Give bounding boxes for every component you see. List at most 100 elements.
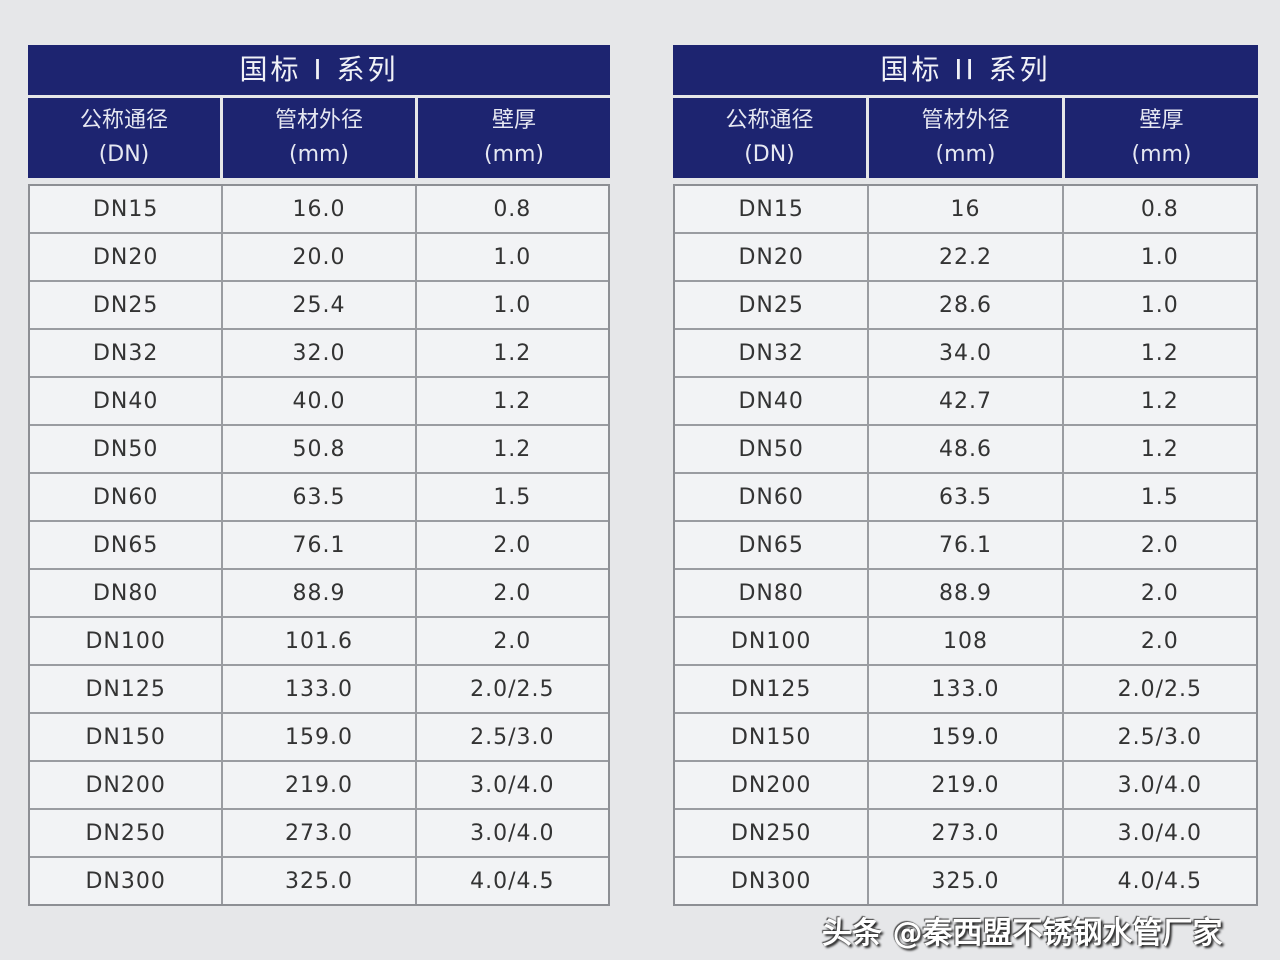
table-cell: 88.9	[223, 570, 417, 616]
header-unit: (DN)	[98, 142, 150, 167]
table-row: DN60 63.5 1.5	[30, 474, 608, 522]
table-cell: 4.0/4.5	[470, 868, 555, 894]
table-row: DN100 108 2.0	[675, 618, 1256, 666]
table-cell: 1.2	[1140, 388, 1179, 414]
table-cell: 1.0	[493, 292, 532, 318]
table-cell: 2.0	[493, 580, 532, 606]
table-cell: DN250	[30, 810, 224, 856]
table-row: DN80 88.9 2.0	[675, 570, 1256, 618]
table-row: DN200 219.0 3.0/4.0	[675, 762, 1256, 810]
table-row: DN300 325.0 4.0/4.5	[675, 858, 1256, 904]
table-cell: DN50	[30, 426, 224, 472]
table-row: DN65 76.1 2.0	[675, 522, 1256, 570]
column-header: 壁厚 (mm)	[1065, 98, 1258, 178]
table-cell: 16.0	[223, 186, 417, 232]
table-cell: 133.0	[869, 666, 1064, 712]
header-label: 壁厚	[1139, 108, 1184, 133]
table-cell: 101.6	[223, 618, 417, 664]
table-row: DN250 273.0 3.0/4.0	[30, 810, 608, 858]
table-row: DN80 88.9 2.0	[30, 570, 608, 618]
table-cell: 133.0	[223, 666, 417, 712]
table-cell: 3.0/4.0	[1117, 772, 1203, 798]
header-label: 管材外径	[274, 108, 363, 133]
header-unit: (mm)	[935, 142, 996, 167]
table-title: 国标 I 系列	[28, 45, 610, 98]
table-cell: 50.8	[223, 426, 417, 472]
table-cell: DN80	[675, 570, 870, 616]
table-row: DN32 34.0 1.2	[675, 330, 1256, 378]
table-cell: DN32	[30, 330, 224, 376]
table-cell: 1.2	[493, 340, 532, 366]
table-cell: DN200	[30, 762, 224, 808]
table-cell: 34.0	[869, 330, 1064, 376]
table-cell: DN300	[675, 858, 870, 904]
table-cell: 1.0	[1140, 292, 1179, 318]
table-title: 国标 II 系列	[673, 45, 1258, 98]
table-cell: DN125	[675, 666, 870, 712]
table-cell: 40.0	[223, 378, 417, 424]
table-cell: 2.0	[1140, 532, 1179, 558]
table-row: DN125 133.0 2.0/2.5	[675, 666, 1256, 714]
table-row: DN150 159.0 2.5/3.0	[30, 714, 608, 762]
column-header: 公称通径 (DN)	[673, 98, 866, 178]
table-row: DN32 32.0 1.2	[30, 330, 608, 378]
table-cell: DN65	[30, 522, 224, 568]
table-cell: DN300	[30, 858, 224, 904]
table-cell: 1.5	[493, 484, 532, 510]
table-cell: 2.5/3.0	[1117, 724, 1203, 750]
table-cell: DN32	[675, 330, 870, 376]
table-cell: 2.0	[1140, 580, 1179, 606]
table-row: DN300 325.0 4.0/4.5	[30, 858, 608, 904]
table-cell: 325.0	[223, 858, 417, 904]
table-cell: DN25	[675, 282, 870, 328]
table-cell: 25.4	[223, 282, 417, 328]
column-header: 管材外径 (mm)	[869, 98, 1062, 178]
table-row: DN40 40.0 1.2	[30, 378, 608, 426]
table-cell: 22.2	[869, 234, 1064, 280]
table-cell: 273.0	[869, 810, 1064, 856]
table-row: DN20 22.2 1.0	[675, 234, 1256, 282]
table-cell: 2.5/3.0	[470, 724, 555, 750]
header-label: 管材外径	[921, 108, 1010, 133]
table-row: DN40 42.7 1.2	[675, 378, 1256, 426]
table-cell: DN50	[675, 426, 870, 472]
table-cell: DN20	[30, 234, 224, 280]
header-unit: (mm)	[288, 142, 350, 167]
table-cell: DN200	[675, 762, 870, 808]
table-cell: 1.2	[493, 388, 532, 414]
table-cell: 48.6	[869, 426, 1064, 472]
table-cell: DN150	[675, 714, 870, 760]
table-cell: DN80	[30, 570, 224, 616]
table-cell: 28.6	[869, 282, 1064, 328]
table-cell: DN60	[675, 474, 870, 520]
table-cell: 76.1	[869, 522, 1064, 568]
table-cell: 63.5	[223, 474, 417, 520]
table-cell: 273.0	[223, 810, 417, 856]
table-cell: DN15	[30, 186, 224, 232]
table-cell: 2.0	[493, 628, 532, 654]
table-cell: 2.0	[493, 532, 532, 558]
table-cell: 1.0	[493, 244, 532, 270]
table-row: DN20 20.0 1.0	[30, 234, 608, 282]
table-cell: 219.0	[869, 762, 1064, 808]
header-row: 公称通径 (DN) 管材外径 (mm) 壁厚 (mm)	[28, 98, 610, 178]
watermark: 头条 @秦西盟不锈钢水管厂家	[822, 916, 1223, 951]
table-cell: 63.5	[869, 474, 1064, 520]
header-unit: (DN)	[744, 142, 795, 167]
table-cell: 0.8	[1140, 196, 1179, 222]
table-row: DN15 16.0 0.8	[30, 186, 608, 234]
table-cell: 16	[869, 186, 1064, 232]
table-cell: 159.0	[223, 714, 417, 760]
header-label: 壁厚	[491, 108, 536, 133]
table-cell: 2.0	[1140, 628, 1179, 654]
table-cell: 108	[869, 618, 1064, 664]
header-unit: (mm)	[1131, 142, 1192, 167]
table-row: DN25 28.6 1.0	[675, 282, 1256, 330]
table-row: DN25 25.4 1.0	[30, 282, 608, 330]
column-header: 公称通径 (DN)	[28, 98, 220, 178]
table-body: DN15 16.0 0.8 DN20 20.0 1.0 DN25 25.4 1.0 DN32 32.…	[28, 184, 610, 906]
table-cell: DN250	[675, 810, 870, 856]
table-row: DN150 159.0 2.5/3.0	[675, 714, 1256, 762]
table-cell: 2.0/2.5	[470, 676, 555, 702]
table-cell: DN60	[30, 474, 224, 520]
